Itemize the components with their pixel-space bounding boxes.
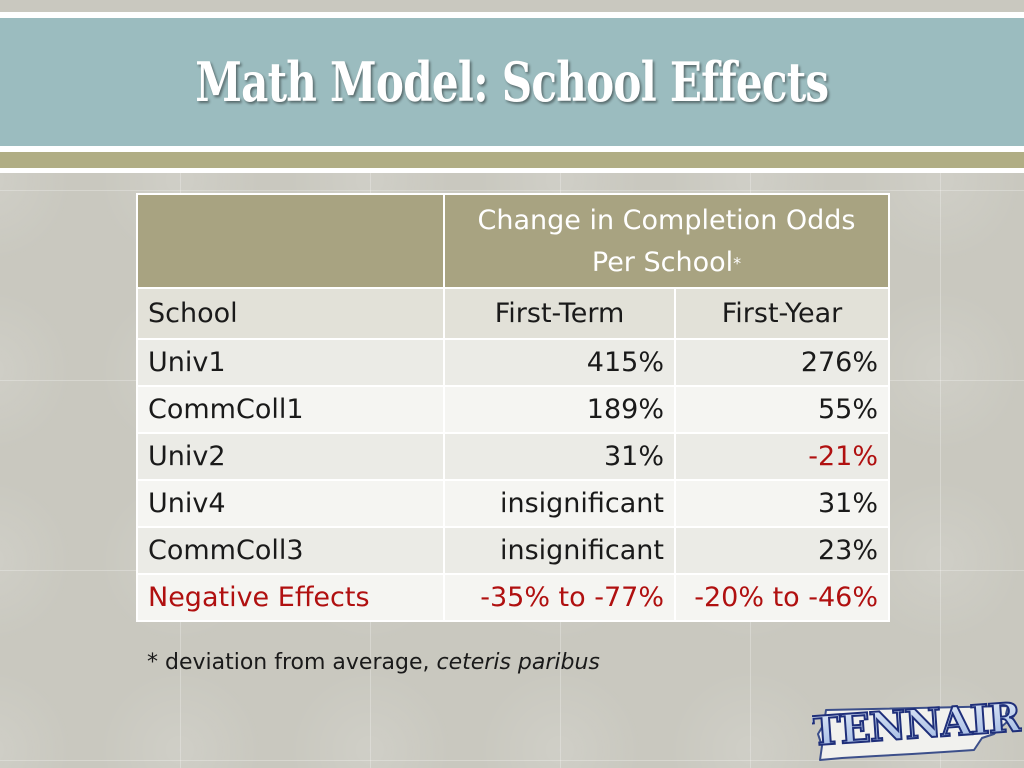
first-term-cell: 189% <box>443 385 676 434</box>
group-header-cell: Change in Completion Odds Per School* <box>442 193 891 289</box>
top-strip <box>0 0 1024 12</box>
tennair-logo: TENNAIR <box>812 693 1022 761</box>
first-term-cell: insignificant <box>443 526 676 575</box>
first-year-cell: 276% <box>673 338 891 387</box>
column-header-first-year: First-Year <box>673 287 891 340</box>
school-cell: Univ1 <box>136 338 445 387</box>
table-row-negative-effects: Negative Effects -35% to -77% -20% to -4… <box>136 573 891 622</box>
table-row: Univ2 31% -21% <box>136 432 891 481</box>
first-term-cell: 31% <box>443 432 676 481</box>
table-row: Univ1 415% 276% <box>136 338 891 387</box>
title-band: Math Model: School Effects <box>0 18 1024 146</box>
first-term-cell-negative: -35% to -77% <box>443 573 676 622</box>
first-year-cell-negative: -21% <box>673 432 891 481</box>
divider-white-upper <box>0 146 1024 152</box>
group-header-asterisk: * <box>733 253 742 273</box>
school-cell: CommColl3 <box>136 526 445 575</box>
school-cell-negative: Negative Effects <box>136 573 445 622</box>
table-row: CommColl3 insignificant 23% <box>136 526 891 575</box>
footnote: * deviation from average, ceteris paribu… <box>147 650 600 675</box>
first-term-cell: insignificant <box>443 479 676 528</box>
first-year-cell-negative: -20% to -46% <box>673 573 891 622</box>
school-cell: CommColl1 <box>136 385 445 434</box>
first-year-cell: 55% <box>673 385 891 434</box>
divider-white-lower <box>0 168 1024 173</box>
school-cell: Univ2 <box>136 432 445 481</box>
slide-title: Math Model: School Effects <box>195 50 829 114</box>
divider-olive <box>0 152 1024 168</box>
table-column-header-row: School First-Term First-Year <box>136 287 891 340</box>
first-year-cell: 23% <box>673 526 891 575</box>
footnote-italic: ceteris paribus <box>436 650 600 675</box>
school-effects-table: Change in Completion Odds Per School* Sc… <box>136 193 891 622</box>
group-header-line1: Change in Completion Odds <box>477 204 856 236</box>
column-header-first-term: First-Term <box>443 287 676 340</box>
table-row: Univ4 insignificant 31% <box>136 479 891 528</box>
tennessee-outline-icon <box>817 705 1015 761</box>
top-rule <box>0 12 1024 18</box>
table-corner-cell <box>136 193 445 289</box>
tennair-wordmark-text: TENNAIR <box>812 694 1022 756</box>
school-cell: Univ4 <box>136 479 445 528</box>
table-group-header-row: Change in Completion Odds Per School* <box>136 193 891 289</box>
table-row: CommColl1 189% 55% <box>136 385 891 434</box>
first-term-cell: 415% <box>443 338 676 387</box>
column-header-school: School <box>136 287 445 340</box>
footnote-text: * deviation from average, <box>147 650 430 675</box>
group-header-line2: Per School <box>591 246 734 278</box>
tennair-wordmark-icon: TENNAIR <box>812 693 1022 757</box>
first-year-cell: 31% <box>673 479 891 528</box>
